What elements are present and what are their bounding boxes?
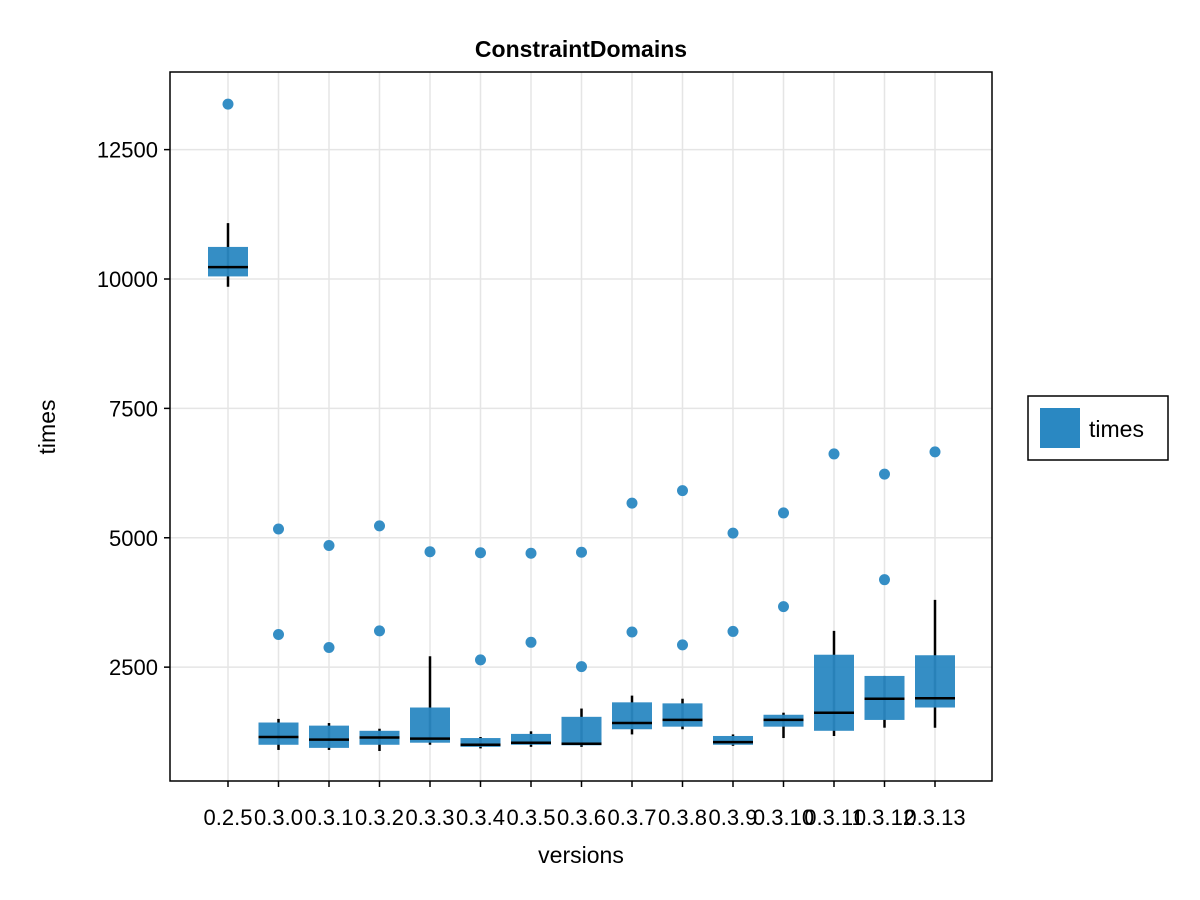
x-tick-label: 0.3.10 — [753, 805, 814, 830]
outlier-point — [222, 98, 234, 110]
box-iqr — [258, 722, 299, 745]
box-0-3-9 — [713, 527, 753, 746]
box-0-3-6 — [561, 546, 602, 747]
outlier-point — [677, 639, 688, 651]
outlier-point — [879, 574, 890, 586]
outlier-point — [828, 448, 840, 460]
box-0-3-0 — [258, 523, 299, 750]
outlier-point — [727, 527, 739, 539]
grid-lines — [170, 72, 992, 781]
outlier-point — [475, 547, 486, 559]
x-tick-label: 0.3.1 — [305, 805, 354, 830]
box-0-3-8 — [662, 485, 703, 730]
outlier-point — [778, 507, 789, 519]
outlier-point — [374, 520, 385, 532]
outlier-point — [626, 497, 638, 509]
outlier-point — [677, 485, 688, 497]
y-tick-label: 12500 — [97, 138, 158, 163]
x-tick-label: 0.3.11 — [804, 805, 864, 830]
outlier-point — [929, 446, 941, 458]
box-0-3-4 — [460, 547, 501, 749]
x-axis-ticks: 0.2.5 0.3.0 0.3.1 0.3.2 0.3.3 0.3.4 0.3.5 0.3.6… — [204, 781, 966, 830]
legend-swatch-times — [1040, 408, 1080, 448]
outlier-point — [626, 626, 638, 638]
outlier-point — [273, 629, 284, 641]
box-iqr — [511, 733, 551, 745]
legend: times — [1027, 395, 1169, 461]
box-iqr — [612, 702, 652, 730]
box-iqr — [208, 246, 248, 277]
box-iqr — [410, 707, 450, 743]
y-axis-title: times — [34, 400, 60, 455]
x-tick-label: 0.3.0 — [254, 805, 303, 830]
x-tick-label: 0.3.13 — [904, 805, 965, 830]
x-tick-label: 0.3.6 — [557, 805, 606, 830]
x-tick-label: 0.3.3 — [406, 805, 455, 830]
y-tick-label: 7500 — [109, 396, 158, 421]
x-tick-label: 0.3.12 — [854, 805, 915, 830]
outlier-point — [475, 654, 486, 666]
box-0-3-10 — [763, 507, 804, 739]
outlier-point — [525, 547, 537, 559]
y-tick-label: 10000 — [97, 267, 158, 292]
box-0-3-2 — [359, 520, 400, 751]
box-iqr — [309, 725, 349, 748]
y-tick-label: 5000 — [109, 526, 158, 551]
box-0-3-7 — [612, 497, 652, 735]
x-tick-label: 0.3.5 — [507, 805, 556, 830]
outlier-point — [424, 546, 436, 558]
box-iqr — [713, 735, 753, 745]
box-0-3-1 — [309, 540, 349, 750]
x-tick-label: 0.3.2 — [355, 805, 404, 830]
outlier-point — [576, 546, 587, 558]
y-axis-ticks: 2500 5000 7500 10000 12500 — [97, 138, 170, 680]
outlier-point — [727, 625, 739, 637]
x-tick-label: 0.3.4 — [456, 805, 505, 830]
chart-title: ConstraintDomains — [475, 36, 687, 62]
outlier-point — [778, 601, 789, 613]
outlier-point — [879, 468, 890, 480]
x-tick-label: 0.3.8 — [658, 805, 707, 830]
box-iqr — [460, 738, 501, 747]
box-0-3-13 — [915, 446, 955, 728]
plot-marks — [208, 98, 955, 751]
outlier-point — [525, 636, 537, 648]
x-axis-title: versions — [538, 842, 624, 868]
outlier-point — [323, 540, 335, 552]
outlier-point — [576, 661, 587, 673]
outlier-point — [374, 625, 385, 637]
box-iqr — [561, 716, 602, 746]
outlier-point — [323, 641, 335, 653]
box-iqr — [662, 703, 703, 727]
box-iqr — [814, 654, 854, 731]
x-tick-label: 0.2.5 — [204, 805, 253, 830]
x-tick-label: 0.3.9 — [709, 805, 758, 830]
legend-label-times: times — [1089, 416, 1144, 442]
box-0-3-11 — [814, 448, 854, 736]
x-tick-label: 0.3.7 — [608, 805, 657, 830]
box-0-3-12 — [864, 468, 905, 728]
box-0-3-5 — [511, 547, 551, 747]
y-tick-label: 2500 — [109, 655, 158, 680]
box-0-2-5 — [208, 98, 248, 287]
outlier-point — [273, 523, 284, 535]
box-iqr — [915, 655, 955, 708]
box-0-3-3 — [410, 546, 450, 745]
